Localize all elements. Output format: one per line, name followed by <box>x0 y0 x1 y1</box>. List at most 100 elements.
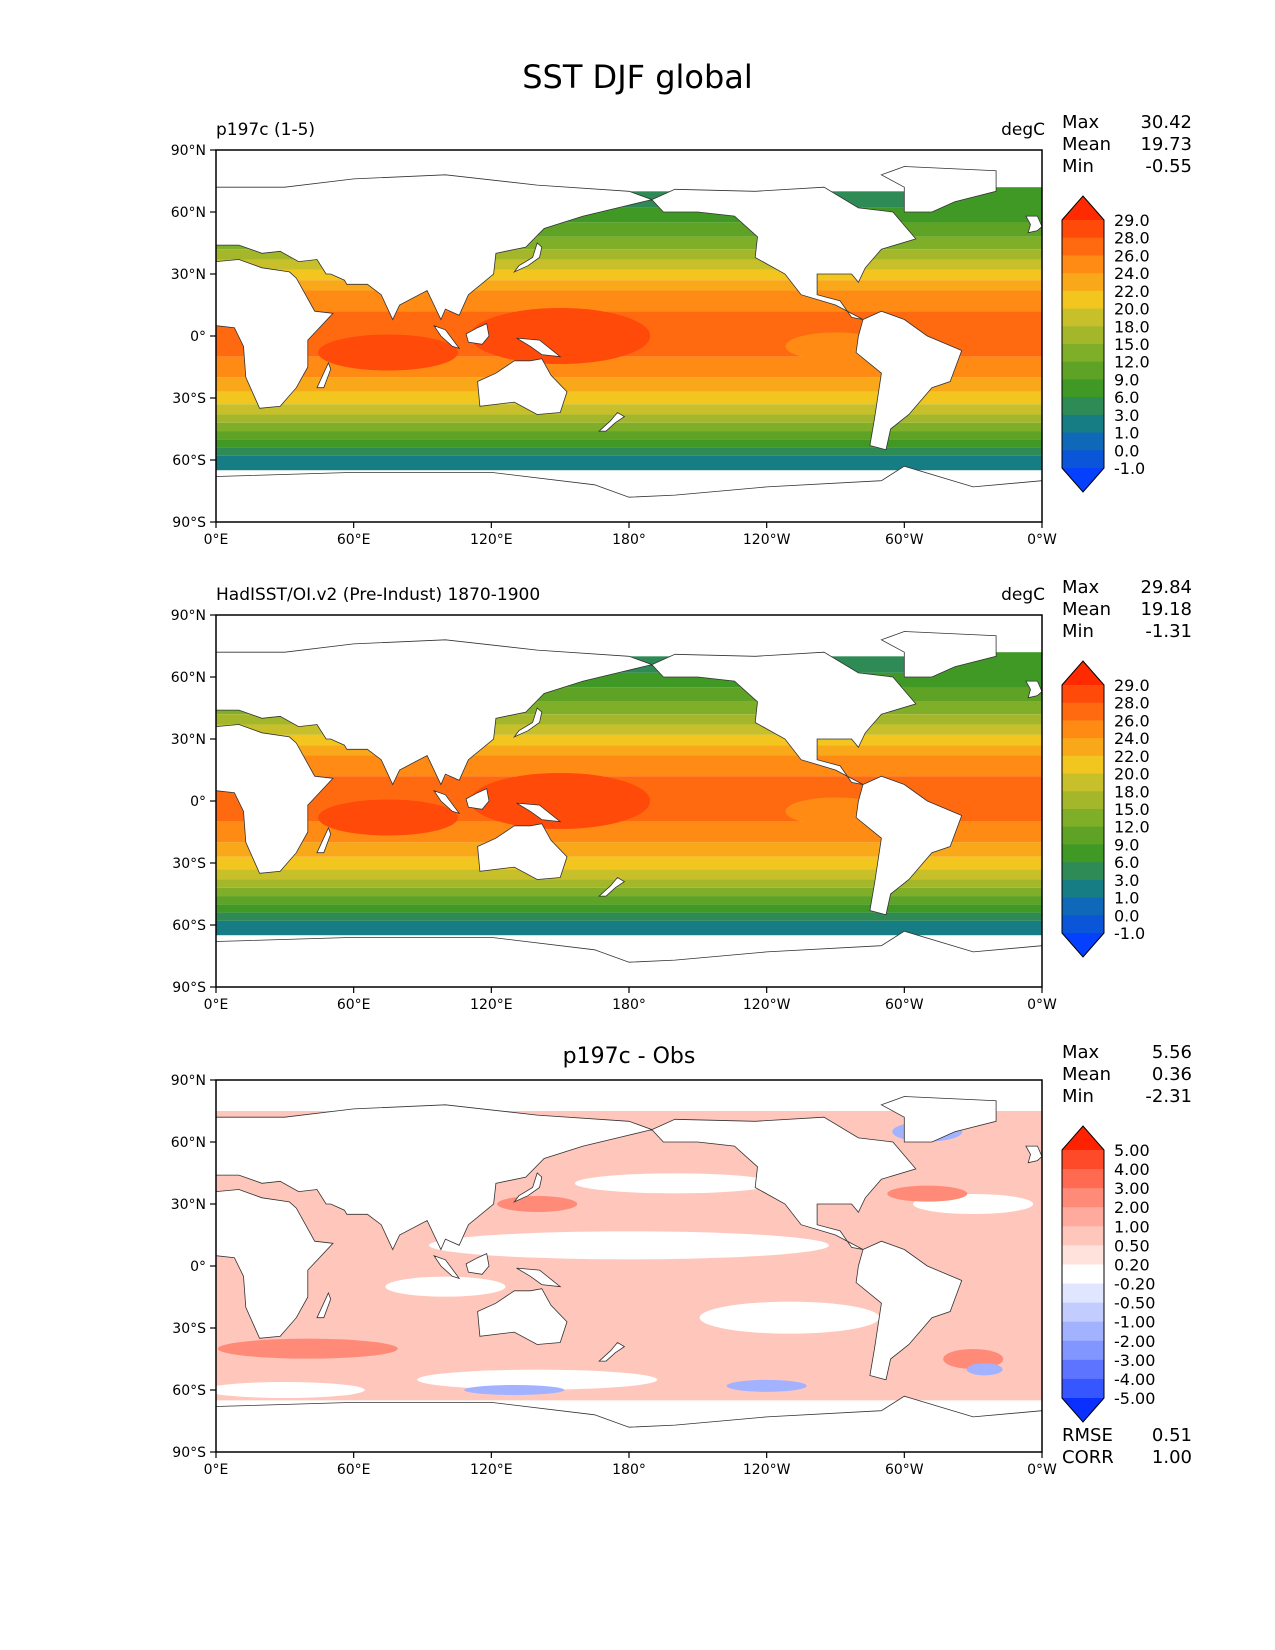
colorbar-tick-label: -1.00 <box>1114 1313 1155 1332</box>
colorbar-tick-label: 18.0 <box>1114 317 1150 336</box>
x-tick-label: 180° <box>612 997 646 1013</box>
temperature-band <box>216 887 1042 897</box>
colorbar-tick-label: 3.0 <box>1114 871 1139 890</box>
x-tick-label: 120°E <box>470 997 513 1013</box>
y-tick-label: 0° <box>190 794 206 810</box>
colorbar-tick-label: 28.0 <box>1114 229 1150 248</box>
x-tick-label: 120°W <box>743 997 791 1013</box>
colorbar-tick-label: 24.0 <box>1114 264 1150 283</box>
colorbar-tick-label: 15.0 <box>1114 335 1150 354</box>
colorbar-segment <box>1062 1321 1104 1342</box>
diff-neutral-patch <box>574 1173 775 1194</box>
panel-title-center: p197c - Obs <box>562 1044 696 1069</box>
colorbar-segment <box>1062 702 1104 721</box>
diff-cold-patch <box>464 1385 565 1395</box>
coastline-land <box>216 166 1042 522</box>
x-tick-label: 180° <box>612 532 646 548</box>
colorbar-segment <box>1062 915 1104 934</box>
x-tick-label: 0°W <box>1027 997 1057 1013</box>
colorbar-segment <box>1062 1169 1104 1189</box>
colorbar-tick-label: 0.50 <box>1114 1236 1150 1255</box>
temperature-band <box>216 896 1042 905</box>
x-tick-label: 60°E <box>337 1462 371 1478</box>
y-tick-label: 30°N <box>171 732 206 748</box>
x-tick-label: 120°E <box>470 532 513 548</box>
colorbar-tick-label: 28.0 <box>1114 694 1150 713</box>
stat-corr: CORR 1.00 <box>1062 1447 1192 1468</box>
coastline-land <box>216 1096 1042 1452</box>
figure-title: SST DJF global <box>522 58 753 96</box>
temperature-band <box>216 724 1042 735</box>
colorbar-tick-label: 2.00 <box>1114 1198 1150 1217</box>
colorbar-tick-label: 5.00 <box>1114 1141 1150 1160</box>
temperature-band <box>216 912 1042 921</box>
stats-box: Max 30.42 Mean 19.73 Min -0.55 <box>1062 112 1192 178</box>
colorbar-segment <box>1062 844 1104 863</box>
temperature-band <box>216 391 1042 405</box>
temperature-band <box>216 280 1042 291</box>
colorbar-outline <box>1061 660 1105 958</box>
temperature-band <box>216 755 1042 777</box>
colorbar-segment <box>1062 361 1104 380</box>
colorbar-extend-min <box>1062 468 1104 492</box>
panel-units: degC <box>1001 120 1045 140</box>
colorbar-extend-max <box>1062 1126 1104 1150</box>
colorbar-tick-label: -4.00 <box>1114 1370 1155 1389</box>
temperature-band <box>216 404 1042 415</box>
colorbar-tick-label: 1.0 <box>1114 424 1139 443</box>
colorbar-segment <box>1062 879 1104 899</box>
x-tick-label: 180° <box>612 1462 646 1478</box>
x-tick-label: 0°W <box>1027 1462 1057 1478</box>
temperature-band <box>216 904 1042 913</box>
colorbar-tick-label: 18.0 <box>1114 782 1150 801</box>
coastline-land <box>216 631 1042 987</box>
colorbar-segment <box>1062 414 1104 434</box>
x-tick-label: 60°W <box>885 997 924 1013</box>
sst-field <box>216 615 1042 987</box>
map-plot-svg: 0°E 60°E 120°E 180° 120°W 60°W 0°W 90°N 60°N 30°N… <box>171 608 1150 1013</box>
diff-neutral-patch <box>417 1369 658 1390</box>
colorbar-segment <box>1062 1188 1104 1208</box>
y-tick-label: 90°S <box>172 1445 206 1461</box>
colorbar-segment <box>1062 1264 1104 1285</box>
colorbar-segment <box>1062 1245 1104 1265</box>
diff-warm-patch <box>497 1196 578 1212</box>
colorbar-outline <box>1061 1125 1105 1423</box>
panel-title-left: HadISST/OI.v2 (Pre-Indust) 1870-1900 <box>216 585 541 605</box>
diff-neutral-patch <box>216 1382 365 1398</box>
y-tick-label: 60°N <box>171 670 206 686</box>
colorbar-segment <box>1062 255 1104 274</box>
colorbar-segment <box>1062 809 1104 828</box>
panel-units: degC <box>1001 585 1045 605</box>
colorbar-tick-label: 6.0 <box>1114 388 1139 407</box>
colorbar: 29.028.026.024.022.020.018.015.012.09.06… <box>1061 660 1150 958</box>
y-tick-label: 90°S <box>172 515 206 531</box>
diff-cold-patch <box>726 1379 807 1392</box>
temperature-band <box>216 842 1042 857</box>
y-tick-label: 0° <box>190 1259 206 1275</box>
colorbar-tick-label: -3.00 <box>1114 1351 1155 1370</box>
warm-pool <box>318 799 459 836</box>
x-tick-label: 60°E <box>337 997 371 1013</box>
colorbar-segment <box>1062 862 1104 881</box>
colorbar-extend-max <box>1062 196 1104 220</box>
colorbar-tick-label: -5.00 <box>1114 1389 1155 1408</box>
colorbar-segment <box>1062 326 1104 345</box>
colorbar-tick-label: 20.0 <box>1114 765 1150 784</box>
colorbar-segment <box>1062 379 1104 398</box>
y-tick-label: 60°S <box>172 1383 206 1399</box>
colorbar-tick-label: 1.00 <box>1114 1217 1150 1236</box>
stat-min: Min -0.55 <box>1062 156 1192 177</box>
temperature-band <box>216 269 1042 281</box>
colorbar-segment <box>1062 1378 1104 1399</box>
y-tick-label: 60°S <box>172 918 206 934</box>
temperature-band <box>216 259 1042 270</box>
y-tick-label: 90°N <box>171 608 206 624</box>
x-tick-label: 0°E <box>204 1462 229 1478</box>
colorbar-tick-label: 22.0 <box>1114 282 1150 301</box>
colorbar: 5.004.003.002.001.000.500.20-0.20-0.50-1… <box>1061 1125 1155 1423</box>
colorbar-segment <box>1062 220 1104 239</box>
temperature-band <box>216 249 1042 260</box>
warm-pool <box>318 334 459 371</box>
